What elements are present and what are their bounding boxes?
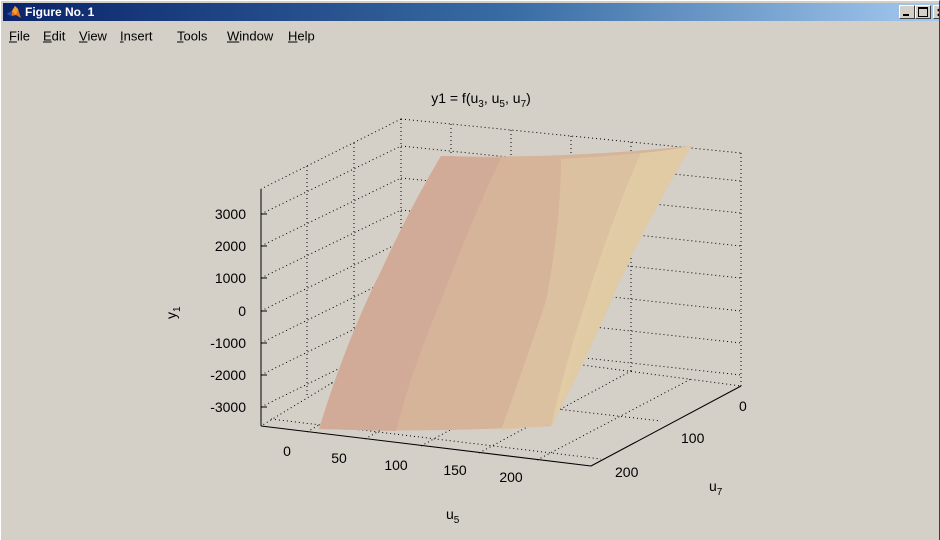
- maximize-icon[interactable]: [915, 5, 931, 19]
- z-tick-label: -3000: [210, 399, 246, 415]
- z-tick-marks: [261, 213, 267, 408]
- z-tick-label: -1000: [210, 335, 246, 351]
- y-tick-label: 200: [615, 464, 639, 480]
- menu-file[interactable]: File: [9, 28, 30, 44]
- menu-window[interactable]: Window: [227, 28, 274, 44]
- window-buttons: [899, 5, 939, 19]
- chart-title: y1 = f(u3, u5, u7): [431, 90, 531, 110]
- x-tick-label: 50: [331, 450, 347, 466]
- y-tick-label: 100: [681, 430, 705, 446]
- menu-edit[interactable]: Edit: [43, 28, 66, 44]
- y-axis-label: u7: [709, 478, 723, 498]
- x-axis-ticks: 0 50 100 150 200: [283, 443, 523, 485]
- matlab-icon: [7, 6, 21, 18]
- window-title: Figure No. 1: [25, 5, 95, 19]
- x-tick-label: 150: [443, 462, 467, 478]
- menu-help[interactable]: Help: [288, 28, 315, 44]
- menu-insert[interactable]: Insert: [120, 28, 153, 44]
- z-tick-label: 2000: [215, 238, 246, 254]
- x-tick-label: 100: [384, 457, 408, 473]
- x-tick-label: 0: [283, 443, 291, 459]
- z-axis-label: y1: [163, 306, 183, 319]
- close-icon[interactable]: [933, 5, 939, 19]
- z-axis-ticks: 3000 2000 1000 0 -1000 -2000 -3000: [210, 206, 246, 415]
- minimize-icon[interactable]: [899, 5, 915, 19]
- surface: [319, 146, 691, 431]
- x-tick-label: 200: [499, 469, 523, 485]
- menu-view[interactable]: View: [79, 28, 107, 44]
- menu-tools[interactable]: Tools: [177, 28, 208, 44]
- y-tick-label: 0: [739, 398, 747, 414]
- x-axis-label: u5: [446, 506, 460, 526]
- menu-bar: File Edit View Insert Tools Window Help: [1, 23, 939, 44]
- z-tick-label: 3000: [215, 206, 246, 222]
- z-tick-label: 0: [238, 303, 246, 319]
- z-tick-label: -2000: [210, 367, 246, 383]
- y-axis-ticks: 0 100 200: [615, 398, 747, 480]
- z-tick-label: 1000: [215, 270, 246, 286]
- title-bar[interactable]: Figure No. 1: [3, 3, 939, 21]
